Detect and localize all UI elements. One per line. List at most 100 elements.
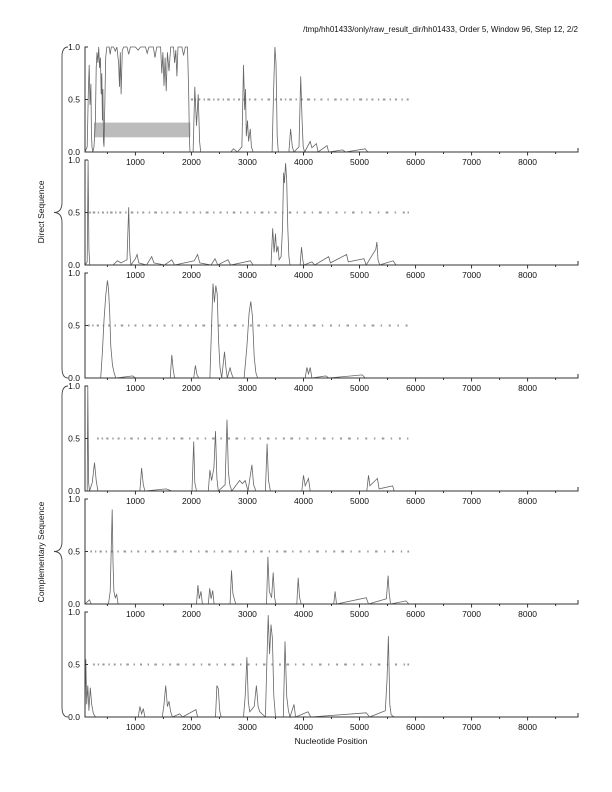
dash-mark <box>192 663 195 666</box>
dash-mark <box>297 324 299 327</box>
dash-mark <box>340 98 342 101</box>
dash-mark <box>92 324 94 327</box>
dash-mark <box>288 211 292 214</box>
dash-mark <box>402 211 405 214</box>
y-tick-label: 1.0 <box>68 607 80 617</box>
dash-mark <box>235 437 239 440</box>
dash-mark <box>357 437 359 440</box>
dash-mark <box>346 324 350 327</box>
dash-mark <box>394 663 397 666</box>
x-tick-label: 6000 <box>406 270 425 280</box>
dash-mark <box>353 663 355 666</box>
dash-mark <box>110 550 113 553</box>
dash-mark <box>352 211 355 214</box>
x-tick-label: 3000 <box>238 609 257 619</box>
dash-mark <box>222 98 225 101</box>
dash-mark <box>142 211 145 214</box>
y-tick-label: 0.0 <box>68 712 80 722</box>
dash-mark <box>249 324 252 327</box>
dash-mark <box>224 663 227 666</box>
dash-mark <box>108 663 110 666</box>
dash-mark <box>249 98 251 101</box>
dash-mark <box>182 550 184 553</box>
dash-mark <box>228 550 232 553</box>
dash-mark <box>348 437 351 440</box>
dash-mark <box>97 211 100 214</box>
dash-mark <box>407 550 410 553</box>
x-tick-label: 7000 <box>462 722 481 732</box>
x-tick-label: 8000 <box>518 270 537 280</box>
panel-axis <box>84 611 579 718</box>
dash-mark <box>359 98 363 101</box>
dash-mark <box>233 98 235 101</box>
y-tick-label: 1.0 <box>68 268 80 278</box>
dash-mark <box>403 663 406 666</box>
x-tick-label: 2000 <box>182 270 201 280</box>
dash-mark <box>94 550 97 553</box>
dash-mark <box>244 550 247 553</box>
dash-mark <box>207 98 211 101</box>
panel-complementary-frame-3: 0.0 0.5 1.0 1000 2000 3000 4000 5000 6000 7000 800… <box>68 607 579 732</box>
dash-mark <box>198 550 200 553</box>
dash-mark <box>369 211 372 214</box>
x-tick-label: 4000 <box>294 157 313 167</box>
dash-mark <box>238 98 241 101</box>
x-tick-label: 5000 <box>350 609 369 619</box>
dash-mark <box>227 437 230 440</box>
x-tick-label: 1000 <box>126 270 145 280</box>
dash-mark <box>154 211 157 214</box>
dash-mark <box>151 437 153 440</box>
x-tick-label: 4000 <box>294 722 313 732</box>
dash-mark <box>294 663 297 666</box>
dash-mark <box>176 663 180 666</box>
dash-mark <box>127 324 130 327</box>
dash-mark <box>220 437 222 440</box>
dash-mark <box>162 663 164 666</box>
dash-mark <box>377 663 381 666</box>
dash-mark <box>275 437 277 440</box>
x-tick-label: 5000 <box>350 270 369 280</box>
dash-mark <box>178 324 182 327</box>
dash-mark <box>106 211 109 214</box>
dash-mark <box>134 324 137 327</box>
dash-mark <box>274 211 277 214</box>
dash-mark <box>242 324 244 327</box>
dash-mark <box>268 550 271 553</box>
dash-mark <box>271 663 273 666</box>
dash-mark <box>156 324 158 327</box>
x-tick-label: 8000 <box>518 157 537 167</box>
dash-mark <box>240 663 242 666</box>
dash-mark <box>344 211 346 214</box>
dash-mark <box>115 211 117 214</box>
dash-mark <box>367 550 369 553</box>
dash-mark <box>92 211 96 214</box>
dash-mark <box>194 324 197 327</box>
x-tick-label: 4000 <box>294 270 313 280</box>
x-tick-label: 3000 <box>238 383 257 393</box>
dash-mark <box>252 550 255 553</box>
dash-mark <box>126 663 129 666</box>
dash-mark <box>204 437 207 440</box>
dash-mark <box>89 211 91 214</box>
dash-mark <box>299 550 302 553</box>
dash-mark <box>266 437 270 440</box>
dash-mark <box>137 550 140 553</box>
dash-mark <box>303 211 306 214</box>
dash-mark <box>320 98 323 101</box>
dash-mark <box>199 211 202 214</box>
dash-mark <box>125 211 127 214</box>
coding-dashes-row <box>90 550 410 553</box>
dash-mark <box>298 437 301 440</box>
x-tick-label: 1000 <box>126 496 145 506</box>
dash-mark <box>407 663 410 666</box>
dash-mark <box>106 437 109 440</box>
dash-mark <box>231 663 235 666</box>
dash-mark <box>130 211 134 214</box>
dash-mark <box>246 211 249 214</box>
dash-mark <box>254 211 256 214</box>
panel-direct-frame-3: 0.0 0.5 1.0 1000 2000 3000 4000 5000 6000 7000 800… <box>68 268 579 393</box>
dash-mark <box>282 437 285 440</box>
dash-mark <box>407 211 409 214</box>
x-tick-label: 6000 <box>406 496 425 506</box>
dash-mark <box>254 98 257 101</box>
